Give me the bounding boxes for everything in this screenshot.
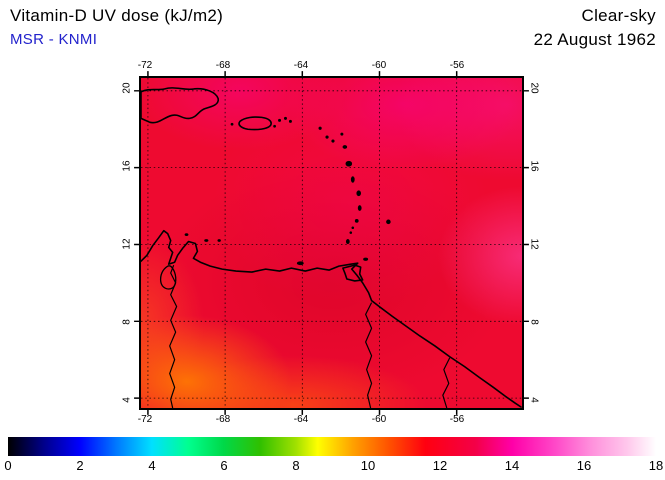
colorbar-gradient: [8, 437, 656, 456]
date-label: 22 August 1962: [533, 30, 656, 49]
border-guyana-suriname: [442, 357, 451, 409]
lon-tick-top: -64: [293, 60, 309, 71]
lake-maracaibo: [159, 265, 177, 290]
colorbar-tick: 2: [76, 458, 84, 473]
colorbar-tick: 16: [576, 458, 592, 473]
border-venezuela-guyana: [365, 302, 373, 409]
lat-tick-left: 12: [121, 238, 133, 250]
lon-tick-bottom: -68: [215, 414, 231, 425]
coastline-puerto-rico: [238, 116, 272, 131]
lat-tick-right: 16: [528, 160, 540, 172]
map-field: [141, 78, 522, 408]
small-islands: [184, 116, 391, 266]
colorbar-tick: 8: [292, 458, 300, 473]
lat-tick-left: 8: [121, 319, 133, 325]
lon-tick-top: -56: [449, 60, 465, 71]
lon-tick-bottom: -64: [293, 414, 309, 425]
lat-tick-right: 20: [528, 82, 540, 94]
lon-tick-top: -60: [371, 60, 387, 71]
colorbar-tick: 4: [148, 458, 156, 473]
grid-lines: [141, 78, 522, 408]
coastline-hispaniola: [140, 87, 219, 124]
map-panel: [134, 71, 529, 415]
lon-tick-bottom: -72: [137, 414, 153, 425]
lat-tick-right: 4: [528, 397, 540, 403]
border-colombia-venezuela: [169, 264, 178, 409]
lon-tick-bottom: -60: [371, 414, 387, 425]
sky-condition-label: Clear-sky: [581, 6, 656, 25]
lat-tick-left: 16: [121, 160, 133, 172]
colorbar-tick: 6: [220, 458, 228, 473]
lat-tick-right: 8: [528, 319, 540, 325]
colorbar-tick: 18: [648, 458, 664, 473]
colorbar-tick: 10: [360, 458, 376, 473]
map-overlay: [134, 71, 529, 415]
lat-tick-left: 20: [121, 82, 133, 94]
colorbar-tick: 0: [4, 458, 12, 473]
lat-tick-right: 12: [528, 238, 540, 250]
lon-tick-bottom: -56: [449, 414, 465, 425]
lat-tick-left: 4: [121, 397, 133, 403]
lon-tick-top: -68: [215, 60, 231, 71]
page-title: Vitamin-D UV dose (kJ/m2): [10, 6, 224, 25]
lon-tick-top: -72: [137, 60, 153, 71]
axis-ticks: [134, 71, 529, 415]
colorbar-tick: 14: [504, 458, 520, 473]
source-label: MSR - KNMI: [10, 31, 98, 48]
coastline-south-america: [140, 229, 522, 408]
coastline-trinidad: [342, 264, 364, 282]
colorbar-tick: 12: [432, 458, 448, 473]
